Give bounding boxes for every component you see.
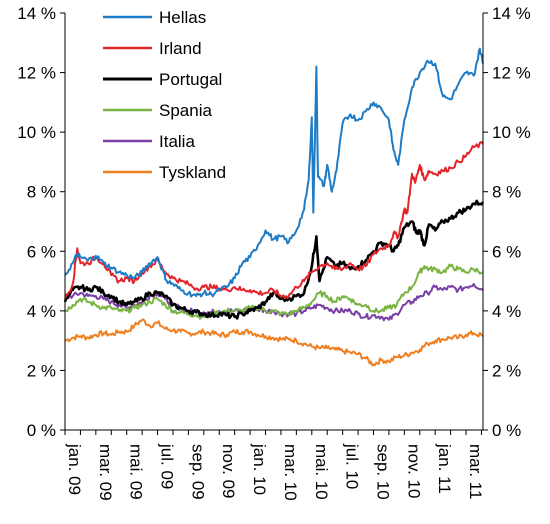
legend-item-tyskland: Tyskland bbox=[103, 163, 226, 182]
y-tick-label-right: 8 % bbox=[492, 183, 521, 202]
series-layer bbox=[63, 47, 485, 367]
legend-label: Irland bbox=[159, 39, 202, 58]
legend-item-portugal: Portugal bbox=[103, 70, 222, 89]
x-tick-label: mar. 09 bbox=[96, 444, 115, 501]
x-tick-label: jan. 10 bbox=[250, 443, 269, 495]
x-tick-label: mar. 11 bbox=[466, 444, 485, 499]
y-tick-label-right: 0 % bbox=[492, 421, 521, 440]
legend: Hellas Irland Portugal Spania Italia Tyskland bbox=[103, 8, 226, 182]
y-tick-label-right: 4 % bbox=[492, 302, 521, 321]
x-tick-label: sep. 10 bbox=[373, 444, 392, 500]
legend-label: Tyskland bbox=[159, 163, 226, 182]
y-tick-label-left: 14 % bbox=[17, 4, 56, 23]
x-tick-label: jul. 09 bbox=[158, 443, 177, 489]
axes-layer: 0 % 0 % 2 % 2 % 4 % 4 % 6 % 6 % 8 % 8 % 10 % 10 % 12… bbox=[17, 4, 531, 501]
y-tick-label-left: 0 % bbox=[27, 421, 56, 440]
x-tick-label: mar. 10 bbox=[281, 444, 300, 501]
y-tick-label-left: 4 % bbox=[27, 302, 56, 321]
y-tick-label-right: 14 % bbox=[492, 4, 531, 23]
series-line-irland bbox=[64, 141, 484, 300]
legend-label: Hellas bbox=[159, 8, 206, 27]
legend-label: Spania bbox=[159, 101, 212, 120]
series-line-spania bbox=[64, 263, 484, 320]
x-tick-label: mai. 09 bbox=[127, 444, 146, 500]
legend-item-italia: Italia bbox=[103, 132, 195, 151]
y-tick-label-left: 10 % bbox=[17, 123, 56, 142]
x-tick-label: mai. 10 bbox=[312, 444, 331, 500]
legend-label: Portugal bbox=[159, 70, 222, 89]
legend-item-spania: Spania bbox=[103, 101, 212, 120]
y-tick-label-right: 10 % bbox=[492, 123, 531, 142]
x-tick-label: jan. 09 bbox=[65, 443, 84, 495]
x-tick-label: sep. 09 bbox=[188, 444, 207, 500]
x-tick-label: nov. 10 bbox=[404, 444, 423, 499]
y-tick-label-left: 8 % bbox=[27, 183, 56, 202]
series-line-tyskland bbox=[64, 318, 484, 367]
y-tick-label-right: 6 % bbox=[492, 242, 521, 261]
y-tick-label-right: 12 % bbox=[492, 64, 531, 83]
y-tick-label-left: 6 % bbox=[27, 242, 56, 261]
x-tick-label: jul. 10 bbox=[343, 443, 362, 489]
y-tick-label-left: 2 % bbox=[27, 361, 56, 380]
legend-item-hellas: Hellas bbox=[103, 8, 206, 27]
series-line-portugal bbox=[63, 199, 485, 320]
legend-label: Italia bbox=[159, 132, 195, 151]
series-line-hellas bbox=[64, 47, 484, 298]
y-tick-label-right: 2 % bbox=[492, 361, 521, 380]
y-tick-label-left: 12 % bbox=[17, 64, 56, 83]
legend-item-irland: Irland bbox=[103, 39, 202, 58]
x-tick-label: nov. 09 bbox=[219, 444, 238, 499]
x-tick-label: jan. 11 bbox=[435, 443, 454, 494]
